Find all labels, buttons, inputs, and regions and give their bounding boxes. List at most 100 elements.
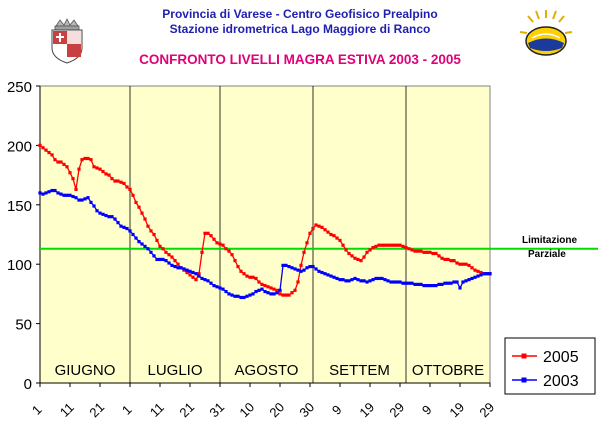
x-tick-label: 19 [446,399,467,420]
data-point-2003 [464,279,468,283]
data-point-2005 [278,292,282,296]
data-point-2005 [110,177,114,181]
data-point-2003 [476,274,480,278]
data-point-2005 [365,250,369,254]
data-point-2003 [203,278,207,282]
data-point-2003 [314,267,318,271]
data-point-2005 [464,262,468,266]
data-point-2003 [140,242,144,246]
y-tick-label: 0 [24,376,32,393]
x-tick-label: 31 [206,399,227,420]
data-point-2003 [194,272,198,276]
data-point-2005 [131,193,135,197]
data-point-2003 [272,292,276,296]
data-point-2005 [56,160,60,164]
data-point-2003 [242,295,246,300]
data-point-2005 [173,259,177,263]
data-point-2005 [80,158,84,162]
data-point-2005 [251,275,255,279]
data-point-2005 [53,158,57,162]
x-tick-label: 20 [266,399,287,420]
data-point-2005 [206,231,210,235]
y-tick-label: 250 [7,79,32,96]
data-point-2005 [362,255,366,259]
y-tick-label: 50 [15,317,32,334]
data-point-2005 [392,243,396,247]
data-point-2003 [59,192,63,196]
legend-marker [521,377,527,383]
data-point-2005 [89,158,93,162]
data-point-2005 [215,241,219,245]
data-point-2003 [452,280,456,284]
data-point-2005 [176,262,180,266]
data-point-2003 [320,270,324,275]
data-point-2003 [284,263,288,267]
data-point-2003 [341,278,345,282]
data-point-2003 [158,257,162,262]
data-point-2005 [50,153,54,157]
data-point-2003 [368,279,372,283]
data-point-2005 [323,228,327,232]
data-point-2005 [347,251,351,256]
reference-label: Parziale [528,249,566,260]
data-point-2003 [110,215,114,219]
data-point-2003 [53,188,57,193]
data-point-2003 [317,269,321,273]
legend-box [504,337,596,395]
coat-of-arms-icon [51,18,83,64]
x-tick-label: 9 [329,402,345,418]
data-point-2003 [104,213,108,218]
data-point-2003 [107,215,111,219]
data-point-2005 [236,264,240,269]
data-point-2005 [311,226,315,231]
data-point-2005 [221,243,225,247]
data-point-2005 [98,167,102,171]
data-point-2003 [359,279,363,283]
month-label: OTTOBRE [412,362,484,379]
data-point-2003 [479,273,483,277]
data-point-2005 [212,237,216,241]
data-point-2005 [149,229,153,233]
data-point-2005 [125,185,129,189]
data-point-2003 [143,244,147,248]
data-point-2005 [59,160,63,164]
data-point-2003 [50,188,54,193]
data-point-2005 [296,280,300,284]
data-point-2003 [125,226,129,231]
data-point-2005 [275,288,279,292]
month-label: LUGLIO [147,362,202,379]
data-point-2005 [416,249,420,253]
data-point-2003 [467,278,471,282]
data-point-2003 [275,291,279,295]
data-point-2005 [413,249,417,253]
data-point-2005 [119,180,123,184]
data-point-2003 [155,257,159,262]
data-point-2005 [248,275,252,279]
data-point-2005 [377,243,381,247]
data-point-2003 [344,279,348,283]
data-point-2005 [83,156,87,161]
data-point-2003 [386,279,390,283]
data-point-2005 [341,243,345,247]
data-point-2003 [71,194,75,199]
data-point-2005 [374,244,378,248]
data-point-2003 [254,289,258,294]
data-point-2003 [152,254,156,258]
data-point-2003 [329,274,333,278]
data-point-2003 [425,283,429,288]
data-point-2003 [257,288,261,292]
reference-label: Limitazione [522,235,577,246]
data-point-2005 [71,177,75,181]
data-point-2003 [431,283,435,288]
data-point-2003 [395,280,399,284]
data-point-2003 [224,289,228,294]
x-tick-label: 21 [86,399,107,420]
data-point-2005 [77,167,81,171]
data-point-2005 [185,270,189,275]
data-point-2005 [476,269,480,273]
data-point-2003 [179,266,183,270]
data-point-2005 [47,150,51,155]
data-point-2005 [284,293,288,297]
data-point-2003 [134,236,138,240]
data-point-2003 [56,191,60,195]
